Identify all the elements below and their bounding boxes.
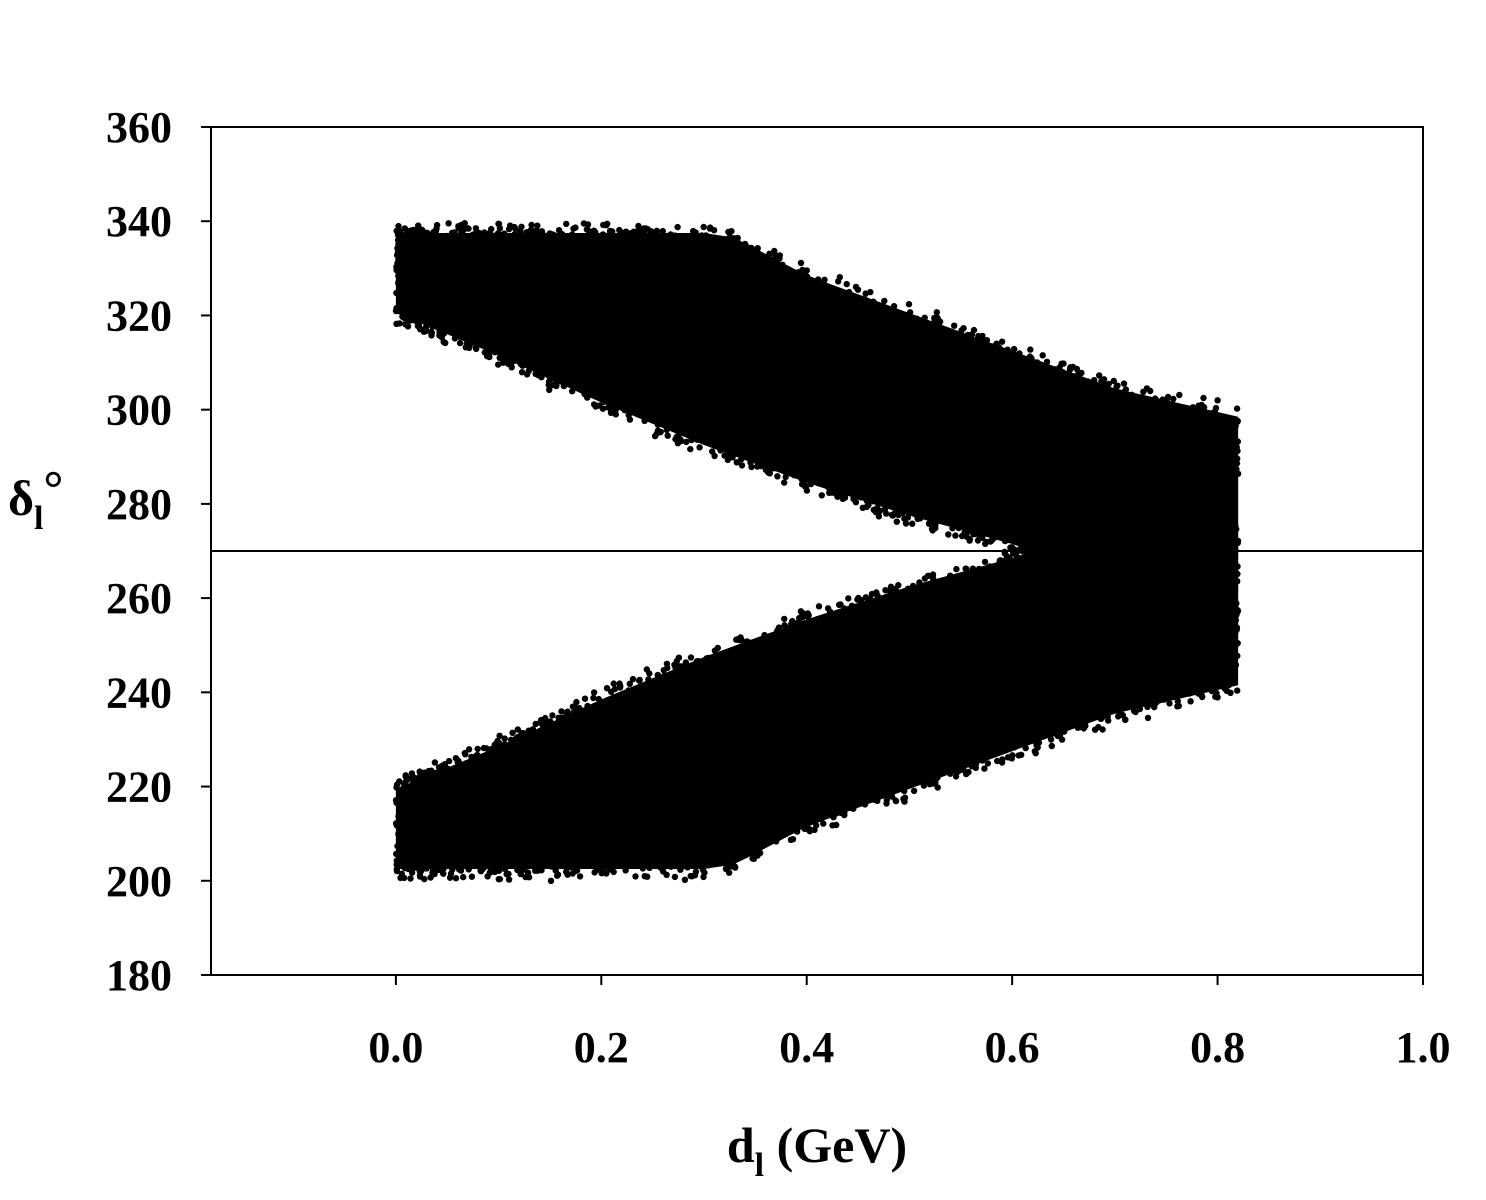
data-point [445,220,452,227]
data-point [463,224,470,232]
data-point [1027,346,1034,353]
data-point [974,537,982,544]
data-point [545,381,552,389]
data-point [725,228,732,236]
data-point [893,518,900,525]
data-point [462,344,469,351]
data-point [781,479,788,486]
data-point [528,221,535,229]
data-point [404,323,412,330]
data-point [664,432,671,439]
data-point [1073,365,1081,373]
data-point [696,444,703,451]
data-point [607,409,615,416]
data-point [1233,405,1241,412]
data-point [642,225,649,232]
data-point [603,222,610,229]
data-point [951,322,958,329]
data-point [818,492,825,499]
data-point [1039,352,1046,359]
data-point [635,222,642,230]
data-point [960,325,967,332]
data-point [488,225,495,233]
data-point [952,532,959,539]
data-point [1114,382,1121,389]
data-points [392,220,1242,884]
data-point [803,267,810,274]
data-point [1011,345,1018,353]
data-point [1096,372,1103,379]
data-point [1120,380,1128,387]
data-point [1176,391,1183,399]
data-point [438,334,445,341]
data-point [599,405,607,412]
data-point [711,452,718,460]
data-point [683,438,690,446]
data-point [546,386,553,393]
data-point [835,278,842,285]
data-point [518,223,525,230]
data-point [651,432,659,440]
data-point [584,221,592,228]
data-point [867,288,874,296]
data-point [1170,395,1177,403]
data-point [933,309,940,316]
data-point [570,225,577,232]
data-point [417,326,424,333]
data-point [1212,404,1220,412]
data-point [700,223,707,231]
data-point [905,301,913,308]
data-point [396,320,403,327]
data-point [1147,387,1154,395]
data-point [909,520,916,527]
data-point [563,220,570,228]
data-point [859,504,866,511]
data-point [928,525,936,532]
data-point [797,259,805,267]
data-point [902,520,910,527]
data-point [456,339,464,347]
data-point [616,226,623,234]
data-point [966,536,973,543]
data-point [674,223,681,231]
data-point [875,513,883,520]
data-point [527,226,535,233]
data-point [889,512,896,519]
data-point [512,225,519,232]
data-point [687,445,694,453]
data-point [803,487,811,494]
data-point [455,223,462,230]
data-point [998,338,1006,345]
data-point [590,401,598,408]
data-point [495,361,502,368]
data-point [654,427,662,434]
data-point [518,369,526,376]
data-point [1067,365,1074,372]
data-point [774,473,781,480]
data-point [706,225,714,232]
data-point [626,416,634,423]
data-point [854,286,862,293]
data-point [843,280,850,288]
data-point [771,247,778,255]
data-point [534,222,541,229]
data-point [945,531,952,538]
data-point [505,225,513,233]
